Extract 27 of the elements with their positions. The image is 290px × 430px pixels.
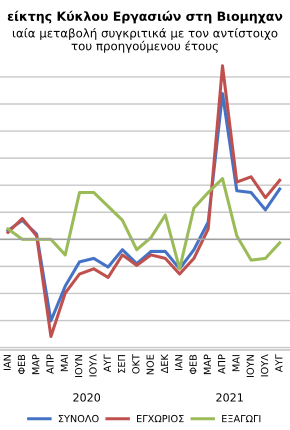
x-tick-label: ΦΕΒ: [190, 354, 197, 374]
x-tick-label: ΙΟΥΛ: [260, 354, 268, 376]
x-tick-label: ΑΠΡ: [46, 354, 54, 374]
x-tick-label: ΑΥΓ: [104, 354, 111, 372]
text: 2020: [73, 393, 100, 402]
x-tick-label: ΜΑΙ: [232, 355, 240, 372]
x-tick-label: ΦΕΒ: [18, 354, 25, 374]
x-tick-label: ΔΕΚ: [160, 354, 168, 374]
x-tick-label: ΣΕΠ: [118, 355, 126, 373]
text: 2021: [216, 393, 243, 402]
x-tick-label: ΙΑΝ: [4, 355, 11, 370]
x-tick-label: ΙΟΥΝ: [246, 355, 254, 377]
legend-label: ΣΥΝΟΛΟ: [58, 414, 99, 422]
x-tick-label: ΜΑΡ: [32, 354, 40, 374]
legend-label: ΕΓΧΩΡΙΟΣ: [137, 414, 184, 422]
x-tick-label: ΑΠΡ: [218, 354, 226, 374]
x-tick-label: ΙΑΝ: [175, 355, 182, 370]
x-tick-label: ΜΑΡ: [204, 354, 211, 374]
chart-subtitle: ιαία μεταβολή συγκριτικά με τον αντίστοιχο του προηγούμενου έτους: [12, 28, 278, 53]
x-tick-label: ΝΟΕ: [146, 354, 154, 374]
x-tick-label: ΑΥΓ: [275, 354, 282, 372]
x-tick-label: ΟΚΤ: [132, 354, 140, 374]
x-tick-label: ΜΑΙ: [60, 355, 68, 372]
x-tick-label: ΙΟΥΛ: [89, 354, 97, 376]
legend-label: ΕΞΑΓΩΓΙ: [222, 414, 260, 422]
x-tick-label: ΙΟΥΝ: [74, 355, 82, 377]
chart-title: είκτης Κύκλου Εργασιών στη Βιομηχαν: [8, 10, 282, 24]
